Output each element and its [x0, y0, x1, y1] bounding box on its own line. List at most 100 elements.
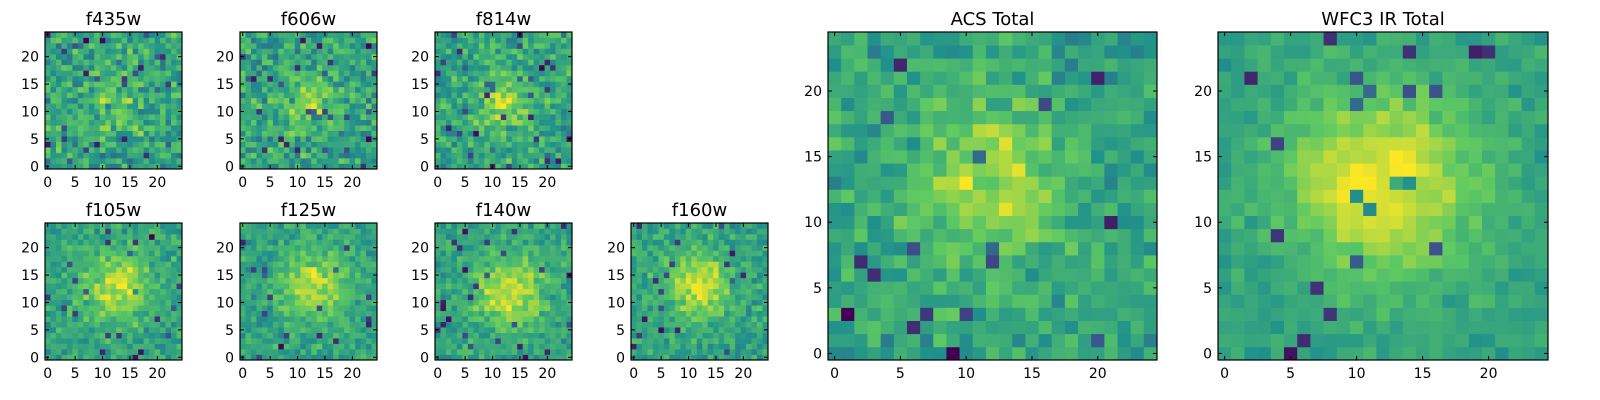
heatmap-cell: [360, 321, 367, 328]
heatmap-cell: [344, 48, 350, 55]
heatmap-cell: [289, 81, 296, 88]
heatmap-cell: [77, 152, 84, 159]
heatmap-cell: [462, 59, 469, 66]
heatmap-cell: [171, 233, 177, 240]
heatmap-cell: [294, 119, 301, 126]
heatmap-cell: [344, 266, 350, 273]
heatmap-cell: [311, 141, 318, 148]
heatmap-cell: [550, 354, 556, 361]
heatmap-cell: [132, 343, 139, 350]
heatmap-cell: [261, 92, 268, 99]
heatmap-cell: [467, 37, 474, 44]
heatmap-cell: [511, 277, 518, 284]
heatmap-cell: [751, 244, 758, 251]
heatmap-cell: [72, 310, 79, 317]
heatmap-cell: [1104, 163, 1118, 177]
heatmap-cell: [511, 250, 518, 257]
heatmap-cell: [311, 114, 318, 121]
heatmap-cell: [528, 37, 534, 44]
heatmap-cell: [110, 283, 117, 290]
heatmap-cell: [691, 244, 698, 251]
heatmap-cell: [555, 338, 562, 344]
heatmap-cell: [245, 310, 252, 317]
heatmap-cell: [1078, 307, 1092, 321]
heatmap-cell: [440, 349, 447, 355]
heatmap-cell: [66, 114, 73, 121]
heatmap-cell: [467, 136, 474, 142]
heatmap-cell: [66, 327, 73, 333]
heatmap-cell: [495, 152, 502, 159]
heatmap-cell: [511, 141, 518, 148]
heatmap-cell: [533, 233, 540, 240]
heatmap-cell: [489, 64, 496, 71]
heatmap-cell: [272, 316, 279, 322]
heatmap-cell: [94, 266, 101, 273]
heatmap-cell: [669, 250, 676, 257]
heatmap-cell: [467, 310, 474, 317]
heatmap-cell: [132, 223, 139, 229]
heatmap-cell: [371, 59, 378, 66]
heatmap-cell: [517, 75, 524, 82]
heatmap-cell: [61, 261, 68, 268]
heatmap-cell: [1091, 189, 1105, 203]
heatmap-cell: [440, 152, 447, 159]
heatmap-cell: [1064, 294, 1079, 308]
heatmap-cell: [1143, 346, 1158, 361]
heatmap-cell: [61, 354, 68, 361]
heatmap-cell: [506, 244, 513, 251]
heatmap-cell: [261, 250, 268, 257]
heatmap-cell: [478, 42, 485, 49]
heatmap-cell: [154, 152, 161, 159]
heatmap-cell: [283, 163, 290, 170]
heatmap-cell: [94, 332, 101, 339]
heatmap-cell: [160, 316, 166, 322]
heatmap-cell: [116, 272, 123, 279]
heatmap-cell: [652, 321, 659, 328]
heatmap-cell: [105, 136, 112, 142]
heatmap-cell: [757, 255, 763, 262]
heatmap-cell: [544, 119, 551, 126]
heatmap-cell: [636, 223, 643, 229]
heatmap-cell: [445, 141, 452, 148]
heatmap-cell: [110, 327, 117, 333]
heatmap-cell: [647, 223, 654, 229]
heatmap-cell: [691, 239, 698, 246]
heatmap-cell: [305, 152, 312, 159]
heatmap-cell: [751, 255, 758, 262]
heatmap-cell: [322, 53, 329, 60]
heatmap-cell: [165, 228, 172, 235]
heatmap-cell: [245, 332, 252, 339]
heatmap-cell: [724, 327, 730, 333]
heatmap-cell: [517, 147, 524, 153]
heatmap-cell: [256, 42, 263, 49]
heatmap-cell: [132, 332, 139, 339]
heatmap-cell: [250, 86, 257, 93]
heatmap-cell: [165, 354, 172, 361]
heatmap-cell: [105, 158, 112, 164]
heatmap-cell: [522, 130, 529, 137]
heatmap-cell: [435, 228, 441, 235]
heatmap-cell: [1051, 307, 1066, 321]
heatmap-cell: [517, 152, 524, 159]
heatmap-cell: [83, 97, 90, 104]
heatmap-cell: [740, 250, 747, 257]
heatmap-cell: [511, 97, 518, 104]
heatmap-cell: [828, 320, 842, 335]
heatmap-cell: [360, 288, 367, 295]
heatmap-cell: [550, 75, 556, 82]
heatmap-cell: [344, 70, 350, 77]
heatmap-cell: [256, 86, 263, 93]
heatmap-cell: [143, 130, 150, 137]
heatmap-cell: [718, 288, 725, 295]
heatmap-cell: [283, 119, 290, 126]
heatmap-cell: [88, 261, 95, 268]
heatmap-cell: [435, 316, 441, 322]
heatmap-cell: [327, 321, 334, 328]
heatmap-cell: [674, 310, 681, 317]
heatmap-cell: [311, 316, 318, 322]
heatmap-cell: [344, 59, 350, 66]
heatmap-cell: [489, 48, 496, 55]
heatmap-cell: [245, 103, 252, 110]
heatmap-cell: [272, 86, 279, 93]
heatmap-cell: [327, 255, 334, 262]
